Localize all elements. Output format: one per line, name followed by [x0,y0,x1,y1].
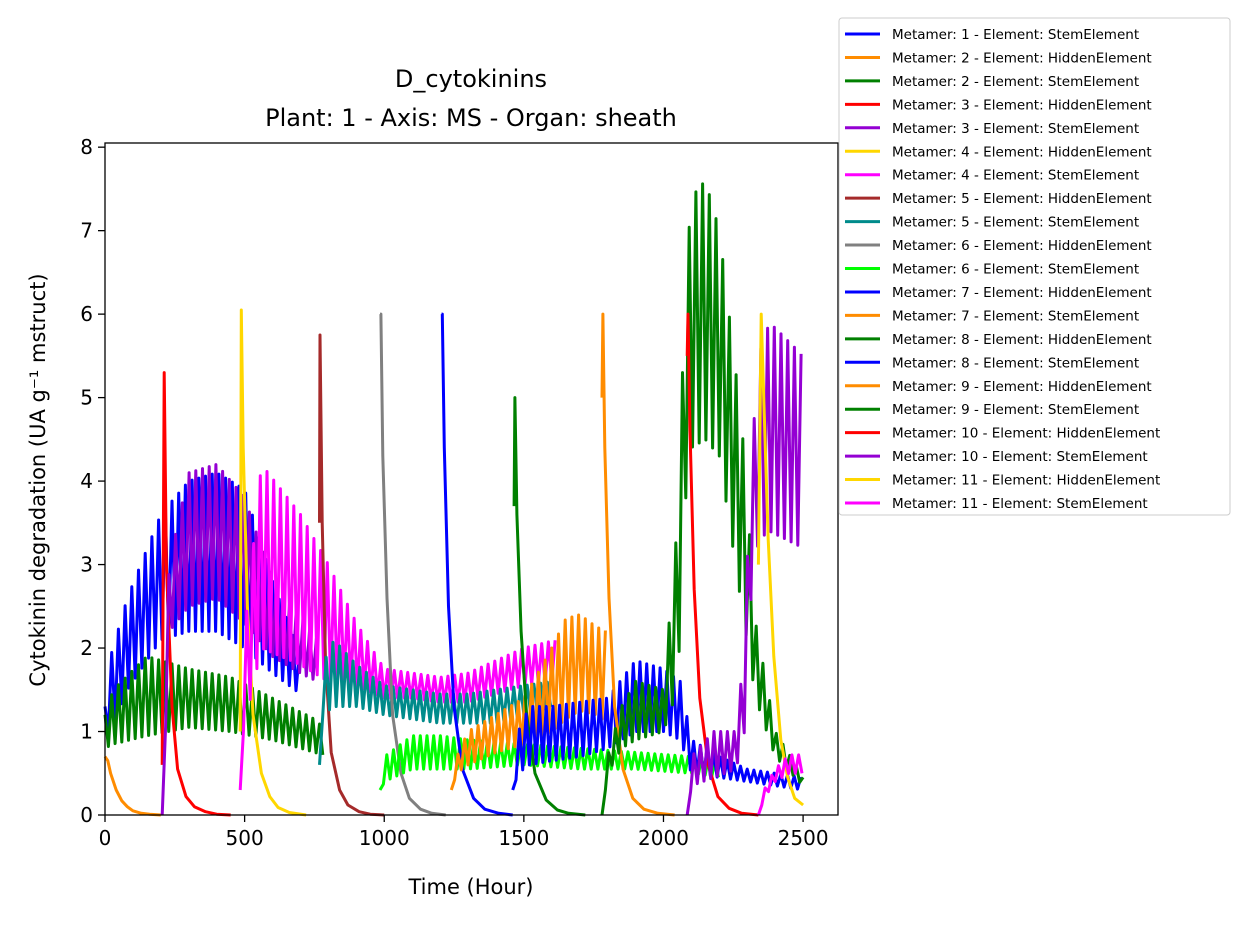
y-tick-label: 3 [80,553,93,577]
legend-label: Metamer: 5 - Element: HiddenElement [892,191,1152,207]
legend-label: Metamer: 11 - Element: StemElement [892,496,1148,512]
x-tick-label: 0 [99,826,112,850]
legend-label: Metamer: 6 - Element: HiddenElement [892,238,1152,254]
legend-frame [838,17,1231,516]
legend-label: Metamer: 10 - Element: StemElement [892,449,1148,465]
legend-label: Metamer: 3 - Element: StemElement [892,121,1139,137]
legend-label: Metamer: 6 - Element: StemElement [892,262,1139,278]
series-line-9 [318,640,553,765]
series-line-3 [103,656,325,756]
series-layer [103,182,805,817]
y-tick-label: 2 [80,636,93,660]
y-tick-label: 5 [80,386,93,410]
legend-label: Metamer: 2 - Element: HiddenElement [892,50,1152,66]
x-tick-label: 1000 [359,826,410,850]
x-tick-label: 2500 [778,826,829,850]
legend-label: Metamer: 1 - Element: StemElement [892,27,1139,43]
legend-label: Metamer: 8 - Element: StemElement [892,355,1139,371]
legend-label: Metamer: 7 - Element: StemElement [892,308,1139,324]
series-line-20 [756,312,805,807]
y-axis-label: Cytokinin degradation (UA g⁻¹ mstruct) [26,273,50,686]
legend: Metamer: 1 - Element: StemElement Metamer… [838,17,1231,516]
legend-label: Metamer: 11 - Element: HiddenElement [892,473,1160,489]
legend-label: Metamer: 5 - Element: StemElement [892,215,1139,231]
legend-label: Metamer: 9 - Element: StemElement [892,402,1139,418]
legend-label: Metamer: 7 - Element: HiddenElement [892,285,1152,301]
legend-label: Metamer: 4 - Element: StemElement [892,168,1139,184]
legend-label: Metamer: 10 - Element: HiddenElement [892,426,1160,442]
x-axis-label: Time (Hour) [407,875,533,899]
series-line-19 [685,325,803,816]
chart-subtitle: Plant: 1 - Axis: MS - Organ: sheath [265,104,677,132]
x-tick-label: 1500 [498,826,549,850]
series-line-4 [160,371,231,817]
y-tick-label: 6 [80,302,93,326]
series-line-6 [238,308,307,817]
legend-label: Metamer: 9 - Element: HiddenElement [892,379,1152,395]
chart-title: D_cytokinins [395,65,547,93]
series-line-21 [756,753,804,816]
legend-label: Metamer: 3 - Element: HiddenElement [892,97,1152,113]
series-line-2 [103,755,161,817]
series-line-18 [685,312,759,817]
series-line-12 [440,312,513,817]
legend-label: Metamer: 4 - Element: HiddenElement [892,144,1152,160]
y-tick-label: 1 [80,720,93,744]
x-tick-label: 2000 [638,826,689,850]
legend-label: Metamer: 8 - Element: HiddenElement [892,332,1152,348]
legend-label: Metamer: 2 - Element: StemElement [892,74,1139,90]
series-line-15 [511,660,803,791]
series-line-8 [318,333,385,817]
x-tick-label: 500 [226,826,264,850]
y-tick-label: 8 [80,135,93,159]
plot-frame [104,142,839,816]
series-line-10 [379,312,446,817]
y-tick-label: 0 [80,803,93,827]
y-tick-label: 7 [80,219,93,243]
y-tick-label: 4 [80,469,93,493]
series-line-17 [600,182,805,816]
axes-layer: 0 500 1000 1500 2000 2500 0 1 2 3 4 5 6 7 8 [80,135,828,850]
